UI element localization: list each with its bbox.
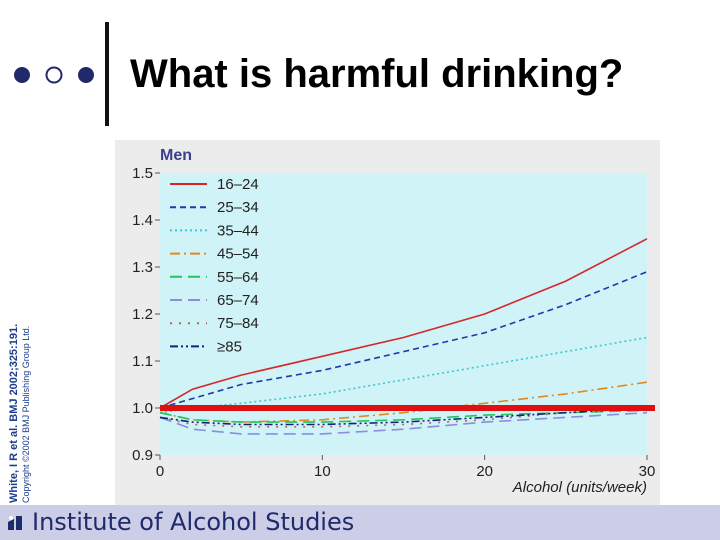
legend-label: 16–24 — [217, 176, 259, 193]
y-tick-label: 0.9 — [132, 447, 153, 464]
y-tick-label: 1.0 — [132, 400, 153, 417]
y-tick-label: 1.4 — [132, 212, 153, 229]
legend-entry-bg — [165, 265, 265, 287]
x-tick-label: 10 — [314, 463, 331, 480]
citation-text: White, I R et al. BMJ 2002;325:191. — [8, 323, 20, 503]
y-tick-label: 1.3 — [132, 259, 153, 276]
x-tick-label: 20 — [476, 463, 493, 480]
reference-line — [160, 405, 655, 411]
legend-entry-bg — [165, 196, 265, 218]
series-line — [159, 238, 648, 409]
legend-entry-bg — [165, 312, 265, 334]
legend-label: ≥85 — [217, 338, 242, 355]
x-tick-label: 30 — [639, 463, 656, 480]
legend-label: 45–54 — [217, 246, 259, 263]
footer-text-part-2: Alcohol Studies — [170, 508, 355, 536]
panel-label: Men — [160, 147, 192, 164]
bullet-dots-decoration — [14, 66, 94, 84]
copyright-text: Copyright ©2002 BMJ Publishing Group Ltd… — [21, 325, 31, 503]
risk-chart: Men 0.9 1.0 1.1 1.2 1.3 1.4 1.5 0 10 20 30 16–24 2… — [115, 140, 660, 506]
bullet-dot-filled-icon — [14, 67, 30, 83]
series-line — [159, 270, 648, 409]
legend-entry-bg — [165, 335, 265, 357]
y-tick-label: 1.5 — [132, 165, 153, 182]
footer-text-part-1: Institute of — [32, 508, 171, 536]
legend-label: 25–34 — [217, 199, 259, 216]
slide-title: What is harmful drinking? — [130, 52, 624, 96]
footer-bar: Institute of Alcohol Studies — [0, 505, 720, 540]
series-line — [159, 411, 648, 435]
series-line — [159, 409, 648, 423]
x-axis-label: Alcohol (units/week) — [512, 479, 647, 496]
bullet-dot-hollow-icon — [45, 66, 63, 84]
footer-organisation: Institute of Alcohol Studies — [32, 508, 354, 536]
y-tick-label: 1.1 — [132, 353, 153, 370]
source-credit: White, I R et al. BMJ 2002;325:191. Copy… — [8, 324, 32, 503]
legend-label: 55–64 — [217, 269, 259, 286]
y-tick-label: 1.2 — [132, 306, 153, 323]
legend-entry-bg — [165, 219, 265, 241]
legend-entry-bg — [165, 242, 265, 264]
title-divider — [105, 22, 109, 126]
institute-logo-icon — [8, 516, 22, 530]
legend-label: 65–74 — [217, 292, 259, 309]
legend-entry-bg — [165, 173, 265, 194]
legend-entry-bg — [165, 289, 265, 310]
legend-label: 75–84 — [217, 315, 259, 332]
legend-label: 35–44 — [217, 222, 259, 239]
bullet-dot-filled-icon — [78, 67, 94, 83]
x-tick-label: 0 — [156, 463, 164, 480]
